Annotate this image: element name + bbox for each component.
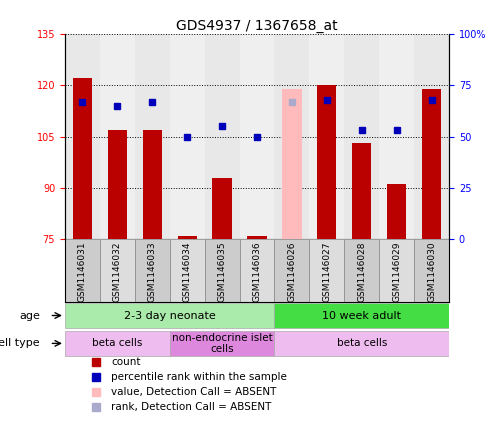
Text: beta cells: beta cells — [337, 338, 387, 349]
Text: value, Detection Call = ABSENT: value, Detection Call = ABSENT — [111, 387, 276, 397]
Text: GSM1146030: GSM1146030 — [427, 241, 436, 302]
Bar — [344, 34, 379, 239]
Bar — [240, 239, 274, 302]
Bar — [387, 184, 406, 239]
Bar — [205, 34, 240, 239]
Bar — [379, 34, 414, 239]
Bar — [274, 239, 309, 302]
Title: GDS4937 / 1367658_at: GDS4937 / 1367658_at — [176, 19, 338, 33]
Bar — [344, 239, 379, 302]
Bar — [65, 239, 100, 302]
Text: cell type: cell type — [0, 338, 40, 349]
Text: GSM1146034: GSM1146034 — [183, 241, 192, 302]
Text: GSM1146035: GSM1146035 — [218, 241, 227, 302]
Bar — [65, 331, 170, 356]
Bar — [100, 239, 135, 302]
Text: GSM1146031: GSM1146031 — [78, 241, 87, 302]
Bar — [352, 143, 371, 239]
Bar — [100, 34, 135, 239]
Text: GSM1146036: GSM1146036 — [252, 241, 261, 302]
Bar — [414, 34, 449, 239]
Bar — [65, 303, 274, 328]
Bar — [309, 239, 344, 302]
Bar — [282, 88, 301, 239]
Bar — [135, 34, 170, 239]
Text: GSM1146029: GSM1146029 — [392, 241, 401, 302]
Bar — [317, 85, 336, 239]
Bar — [170, 34, 205, 239]
Text: GSM1146027: GSM1146027 — [322, 241, 331, 302]
Bar — [170, 239, 205, 302]
Text: GSM1146028: GSM1146028 — [357, 241, 366, 302]
Bar — [108, 130, 127, 239]
Text: 10 week adult: 10 week adult — [322, 310, 401, 321]
Text: GSM1146026: GSM1146026 — [287, 241, 296, 302]
Bar — [73, 78, 92, 239]
Bar — [248, 236, 266, 239]
Text: beta cells: beta cells — [92, 338, 142, 349]
Text: rank, Detection Call = ABSENT: rank, Detection Call = ABSENT — [111, 401, 271, 412]
Bar — [414, 239, 449, 302]
Bar — [65, 34, 100, 239]
Text: percentile rank within the sample: percentile rank within the sample — [111, 372, 287, 382]
Bar — [213, 178, 232, 239]
Text: GSM1146032: GSM1146032 — [113, 241, 122, 302]
Text: GSM1146033: GSM1146033 — [148, 241, 157, 302]
Bar — [309, 34, 344, 239]
Text: non-endocrine islet
cells: non-endocrine islet cells — [172, 332, 272, 354]
Text: 2-3 day neonate: 2-3 day neonate — [124, 310, 216, 321]
Bar — [422, 88, 441, 239]
Bar — [143, 130, 162, 239]
Bar — [274, 303, 449, 328]
Bar — [379, 239, 414, 302]
Bar — [274, 331, 449, 356]
Bar — [240, 34, 274, 239]
Text: count: count — [111, 357, 141, 367]
Text: age: age — [19, 310, 40, 321]
Bar — [274, 34, 309, 239]
Bar — [170, 331, 274, 356]
Bar — [178, 236, 197, 239]
Bar — [205, 239, 240, 302]
Bar — [135, 239, 170, 302]
